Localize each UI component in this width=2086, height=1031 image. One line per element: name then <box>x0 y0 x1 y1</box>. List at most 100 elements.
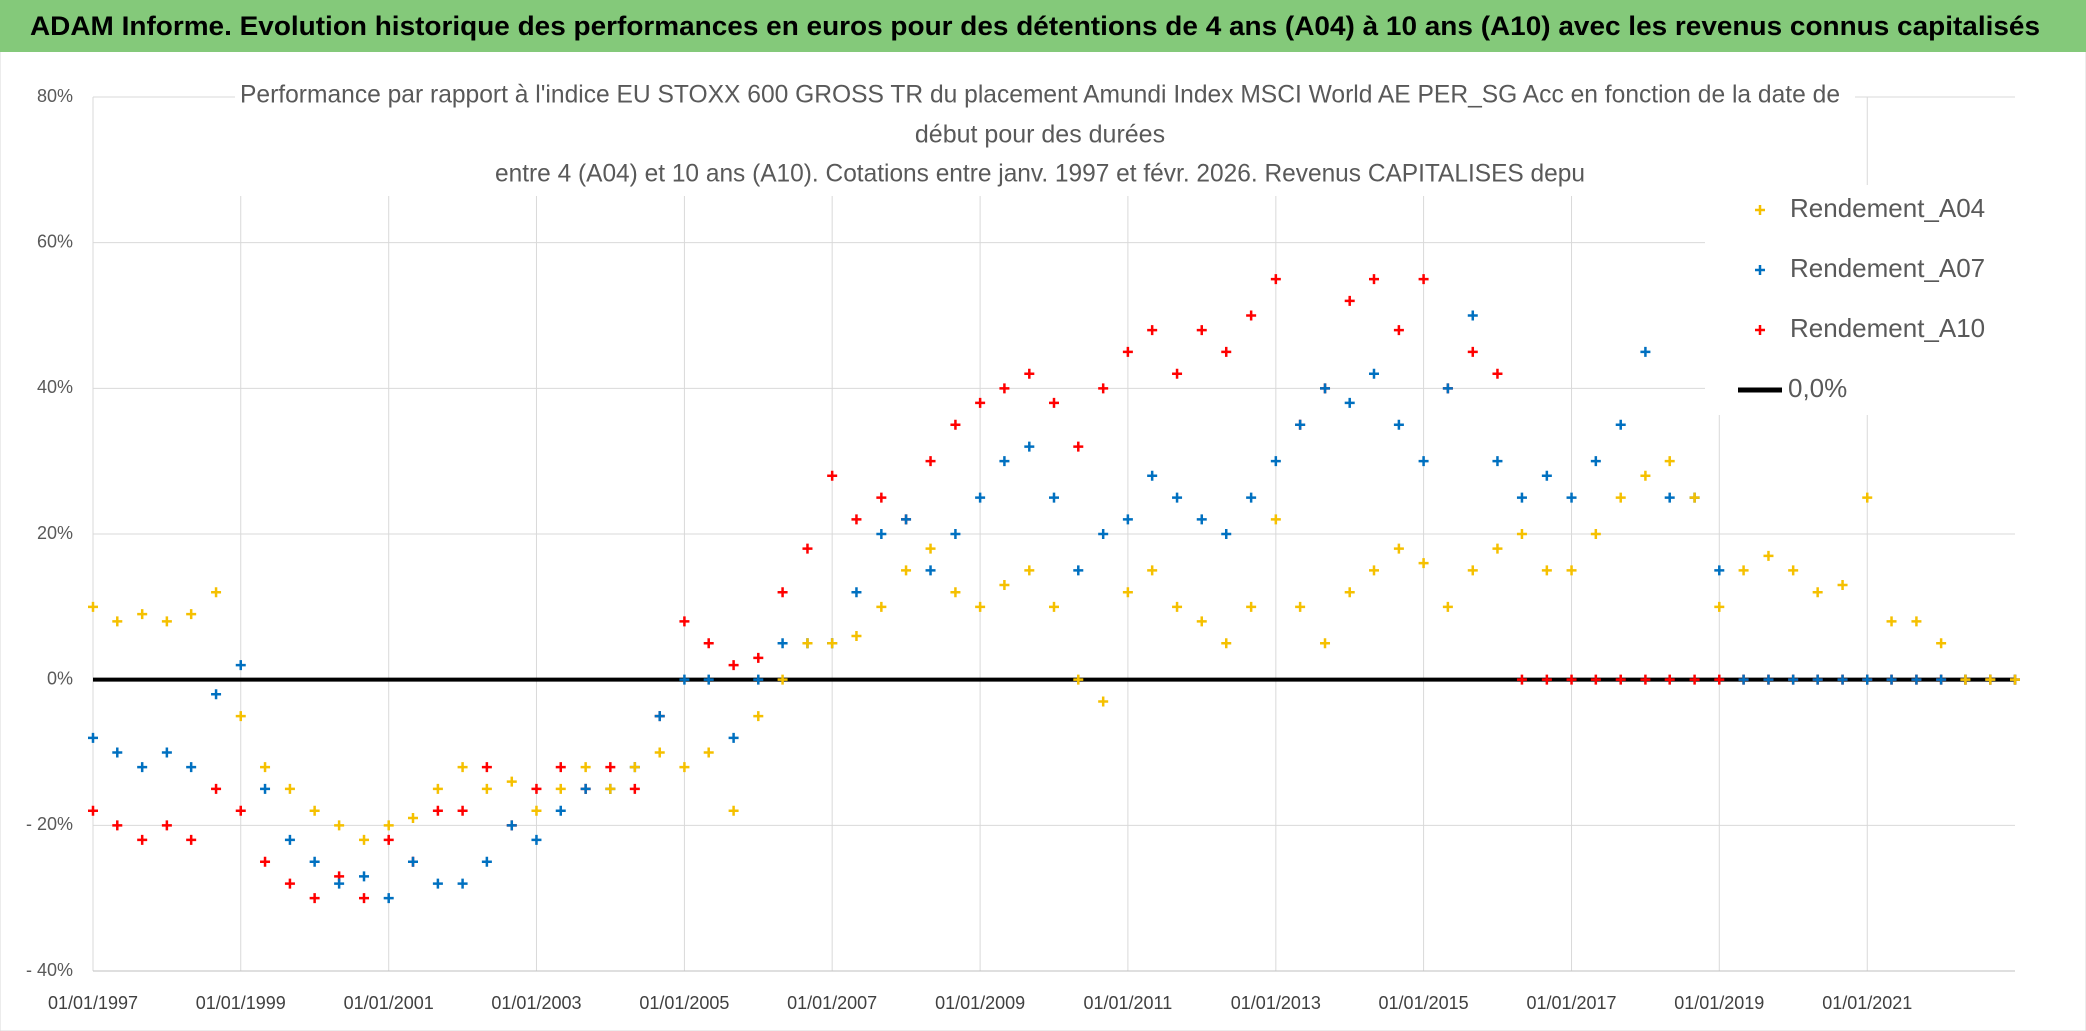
point <box>112 747 123 758</box>
point <box>1640 346 1651 357</box>
point <box>1270 514 1281 525</box>
point <box>284 783 295 794</box>
point <box>629 783 640 794</box>
point <box>88 805 98 816</box>
point <box>777 674 788 685</box>
banner-title: ADAM Informe. Evolution historique des p… <box>30 11 2040 41</box>
point <box>1837 579 1848 590</box>
point <box>235 660 246 671</box>
point <box>359 893 370 904</box>
point <box>531 834 542 845</box>
point <box>260 856 271 867</box>
point <box>334 820 345 831</box>
point <box>1344 397 1355 408</box>
point <box>1467 346 1478 357</box>
x-tick-label: 01/01/2017 <box>1526 993 1616 1013</box>
legend-marker <box>1755 325 1765 335</box>
point <box>1196 616 1207 627</box>
point <box>901 565 912 576</box>
legend-label: Rendement_A07 <box>1790 253 1985 283</box>
point <box>827 638 838 649</box>
y-tick-label: 0% <box>47 668 73 688</box>
point <box>284 834 295 845</box>
point <box>1196 514 1207 525</box>
point <box>1393 419 1404 430</box>
point <box>211 689 222 700</box>
point <box>1369 274 1379 285</box>
point <box>1492 543 1503 554</box>
point <box>802 543 813 554</box>
point <box>1246 601 1257 612</box>
point <box>359 834 370 845</box>
point <box>137 834 148 845</box>
point <box>1049 492 1059 503</box>
point <box>481 783 492 794</box>
point <box>1172 492 1183 503</box>
point <box>1788 565 1799 576</box>
point <box>432 878 443 889</box>
point <box>1024 368 1035 379</box>
point <box>1418 274 1429 285</box>
point <box>1516 492 1527 503</box>
point <box>1936 674 1947 685</box>
point <box>1714 674 1725 685</box>
chart-title: début pour des durées <box>915 121 1165 149</box>
point <box>876 529 887 539</box>
y-tick-label: 80% <box>37 86 73 106</box>
point <box>1246 492 1257 503</box>
point <box>555 805 566 816</box>
point <box>1689 492 1700 503</box>
point <box>950 529 961 539</box>
point <box>876 492 887 503</box>
point <box>1320 383 1331 394</box>
point <box>284 878 295 889</box>
point <box>309 856 320 867</box>
legend-marker <box>1755 265 1765 275</box>
point <box>1590 456 1601 467</box>
point <box>186 762 197 773</box>
point <box>728 660 739 671</box>
point <box>359 871 370 882</box>
point <box>1615 674 1626 685</box>
point <box>1689 674 1700 685</box>
point <box>260 762 271 773</box>
point <box>1418 456 1429 467</box>
legend-label: 0,0% <box>1788 373 1847 403</box>
point <box>975 492 986 503</box>
point <box>654 711 665 722</box>
point <box>728 805 739 816</box>
point <box>1270 274 1281 285</box>
point <box>432 783 443 794</box>
point <box>1049 601 1059 612</box>
point <box>1936 638 1947 649</box>
point <box>555 783 566 794</box>
point <box>1098 696 1109 707</box>
point <box>1763 550 1774 561</box>
point <box>309 893 320 904</box>
point <box>679 616 690 627</box>
point <box>1886 616 1897 627</box>
point <box>1763 674 1774 685</box>
y-tick-label: 20% <box>37 523 73 543</box>
point <box>161 820 172 831</box>
point <box>1172 601 1183 612</box>
point <box>1344 295 1355 306</box>
legend-marker <box>1755 205 1765 215</box>
point <box>876 601 887 612</box>
point <box>1566 674 1577 685</box>
point <box>950 419 961 430</box>
point <box>1147 565 1158 576</box>
point <box>186 609 197 620</box>
point <box>1196 325 1207 336</box>
chart-title: entre 4 (A04) et 10 ans (A10). Cotations… <box>495 160 1585 188</box>
point <box>235 805 246 816</box>
point <box>334 878 345 889</box>
point <box>654 747 665 758</box>
x-tick-label: 01/01/2019 <box>1674 993 1764 1013</box>
point <box>1172 368 1183 379</box>
point <box>1073 441 1084 452</box>
point <box>432 805 443 816</box>
x-tick-label: 01/01/2005 <box>639 993 729 1013</box>
point <box>777 638 788 649</box>
point <box>112 616 123 627</box>
